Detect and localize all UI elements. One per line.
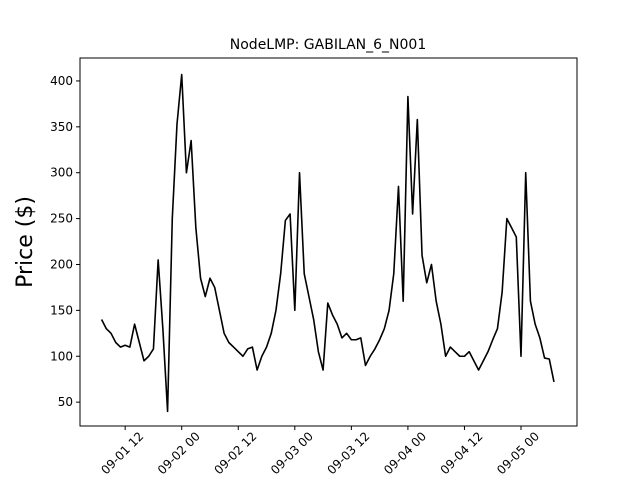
y-tick-label: 300 bbox=[50, 166, 73, 180]
y-tick-label: 350 bbox=[50, 120, 73, 134]
y-tick-label: 50 bbox=[58, 395, 73, 409]
price-line bbox=[100, 73, 555, 413]
y-tick-label: 200 bbox=[50, 257, 73, 271]
x-tick-label: 09-04 00 bbox=[381, 429, 429, 477]
y-tick-label: 150 bbox=[50, 303, 73, 317]
chart-title: NodeLMP: GABILAN_6_N001 bbox=[230, 37, 426, 53]
x-tick-label: 09-01 12 bbox=[98, 429, 146, 477]
y-tick-label: 100 bbox=[50, 349, 73, 363]
plot-frame bbox=[79, 57, 578, 427]
y-tick-label: 400 bbox=[50, 74, 73, 88]
x-tick-label: 09-02 12 bbox=[211, 429, 259, 477]
y-axis-label: Price ($) bbox=[13, 196, 38, 288]
x-tick-label: 09-04 12 bbox=[438, 429, 486, 477]
y-tick-label: 250 bbox=[50, 212, 73, 226]
x-tick-label: 09-05 00 bbox=[494, 429, 542, 477]
x-tick-label: 09-02 00 bbox=[155, 429, 203, 477]
x-tick-label: 09-03 12 bbox=[325, 429, 373, 477]
x-tick-label: 09-03 00 bbox=[268, 429, 316, 477]
